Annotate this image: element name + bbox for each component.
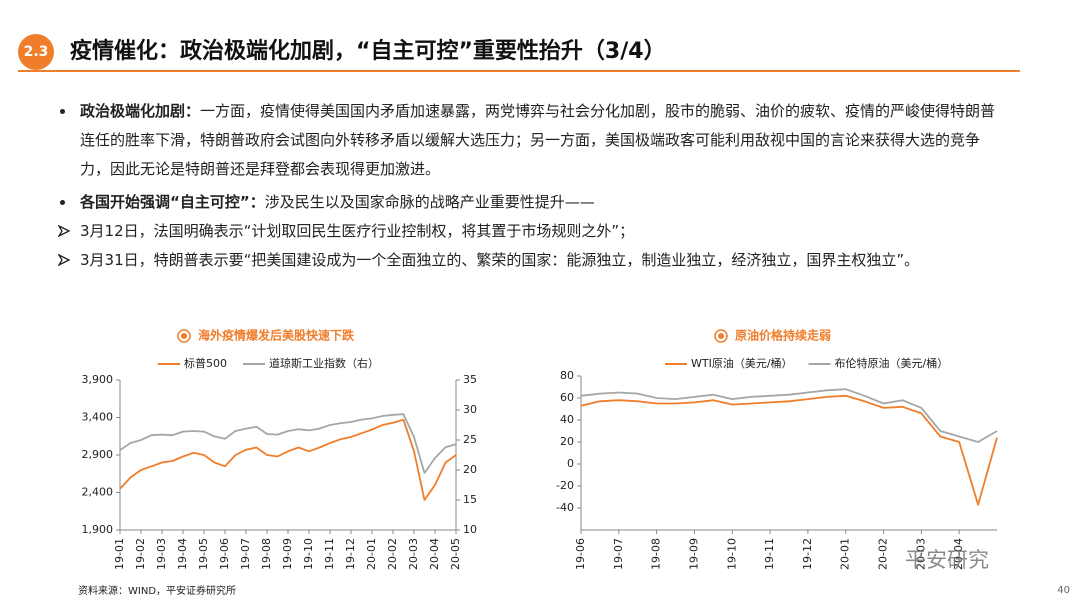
- x-tick-label: 20-02: [877, 538, 890, 570]
- x-tick-label: 20-03: [914, 538, 927, 570]
- sub-item-text: 3月12日，法国明确表示“计划取回民生医疗行业控制权，将其置于市场规则之外”；: [80, 222, 635, 240]
- bullet-text: 一方面，疫情使得美国国内矛盾加速暴露，两党博弈与社会分化加剧，股市的脆弱、油价的…: [80, 102, 996, 178]
- bullet-text: 涉及民生以及国家命脉的战略产业重要性提升——: [264, 193, 595, 211]
- x-tick-label: 20-04: [952, 538, 965, 570]
- y-tick-label: 1,900: [82, 523, 114, 536]
- slide-title: 疫情催化：政治极端化加剧，“自主可控”重要性抬升（3/4）: [70, 39, 666, 64]
- arrow-icon: [58, 225, 70, 237]
- series-line: [119, 418, 457, 501]
- sub-item-text: 3月31日，特朗普表示要“把美国建设成为一个全面独立的、繁荣的国家：能源独立，制…: [80, 251, 920, 269]
- y2-tick-label: 15,000: [463, 493, 478, 506]
- x-tick-label: 19-02: [134, 538, 147, 570]
- x-tick-label: 19-07: [239, 538, 252, 570]
- series-line: [580, 388, 998, 443]
- title-icon: [180, 333, 187, 339]
- x-tick-label: 19-04: [176, 538, 189, 570]
- x-tick-label: 19-12: [801, 538, 814, 570]
- watermark: 平安研究: [905, 548, 989, 572]
- body: 政治极端化加剧：一方面，疫情使得美国国内矛盾加速暴露，两党博弈与社会分化加剧，股…: [58, 93, 1005, 275]
- x-tick-label: 19-09: [281, 538, 294, 570]
- title-icon: [714, 329, 728, 343]
- x-tick-label: 19-06: [574, 538, 587, 570]
- x-tick-label: 19-01: [113, 538, 126, 570]
- x-tick-label: 20-01: [365, 538, 378, 570]
- y-tick-label: -20: [556, 479, 574, 492]
- bullet: 政治极端化加剧：一方面，疫情使得美国国内矛盾加速暴露，两党博弈与社会分化加剧，股…: [60, 97, 1005, 184]
- x-tick-label: 20-01: [839, 538, 852, 570]
- x-tick-label: 19-12: [344, 538, 357, 570]
- bullet-lead: 各国开始强调“自主可控”：: [80, 193, 265, 211]
- sub-item: 3月31日，特朗普表示要“把美国建设成为一个全面独立的、繁荣的国家：能源独立，制…: [58, 246, 1005, 275]
- y-tick-label: 0: [567, 457, 574, 470]
- x-tick-label: 19-03: [155, 538, 168, 570]
- series-line: [119, 413, 457, 474]
- chart-title: 海外疫情爆发后美股快速下跌: [198, 328, 355, 343]
- y2-tick-label: 25,000: [463, 433, 478, 446]
- x-tick-label: 19-10: [302, 538, 315, 570]
- y2-tick-label: 35,000: [463, 373, 478, 386]
- x-tick-label: 19-05: [197, 538, 210, 570]
- y-tick-label: 60: [560, 391, 574, 404]
- legend-label: 道琼斯工业指数（右）: [269, 356, 379, 370]
- page-number: 40: [1057, 585, 1070, 596]
- y-tick-label: -40: [556, 501, 574, 514]
- legend-label: 标普500: [184, 356, 227, 370]
- series-line: [580, 394, 998, 506]
- x-tick-label: 19-09: [687, 538, 700, 570]
- x-tick-label: 20-05: [449, 538, 462, 570]
- x-tick-label: 19-07: [612, 538, 625, 570]
- sub-item: 3月12日，法国明确表示“计划取回民生医疗行业控制权，将其置于市场规则之外”；: [58, 217, 1005, 246]
- y-tick-label: 3,400: [82, 411, 114, 424]
- y-tick-label: 2,900: [82, 448, 114, 461]
- bullet: 各国开始强调“自主可控”：涉及民生以及国家命脉的战略产业重要性提升——: [60, 188, 1005, 217]
- title-icon: [717, 333, 724, 339]
- y-tick-label: 3,900: [82, 373, 114, 386]
- y-tick-label: 2,400: [82, 486, 114, 499]
- y2-tick-label: 20,000: [463, 463, 478, 476]
- legend-label: 布伦特原油（美元/桶）: [835, 356, 949, 370]
- x-tick-label: 19-08: [260, 538, 273, 570]
- title-rule: [18, 70, 1020, 72]
- x-tick-label: 20-02: [386, 538, 399, 570]
- y-tick-label: 20: [560, 435, 574, 448]
- arrow-icon: [58, 254, 70, 266]
- title-icon: [177, 329, 191, 343]
- y2-tick-label: 30,000: [463, 403, 478, 416]
- section-badge: 2.3: [18, 34, 54, 70]
- x-tick-label: 20-03: [407, 538, 420, 570]
- x-tick-label: 19-08: [650, 538, 663, 570]
- x-tick-label: 20-04: [428, 538, 441, 570]
- chart-title: 原油价格持续走弱: [735, 328, 831, 343]
- x-tick-label: 19-10: [725, 538, 738, 570]
- y-tick-label: 40: [560, 413, 574, 426]
- x-tick-label: 19-11: [763, 538, 776, 570]
- chart: 原油价格持续走弱 WTI原油（美元/桶） 布伦特原油（美元/桶） -40 -20 0 20 4…: [556, 328, 998, 570]
- y-tick-label: 80: [560, 369, 574, 382]
- x-tick-label: 19-06: [218, 538, 231, 570]
- x-tick-label: 19-11: [323, 538, 336, 570]
- source: 资料来源：WIND，平安证券研究所: [78, 586, 237, 597]
- legend-label: WTI原油（美元/桶）: [691, 356, 793, 370]
- bullet-lead: 政治极端化加剧：: [80, 102, 201, 120]
- y2-tick-label: 10,000: [463, 523, 478, 536]
